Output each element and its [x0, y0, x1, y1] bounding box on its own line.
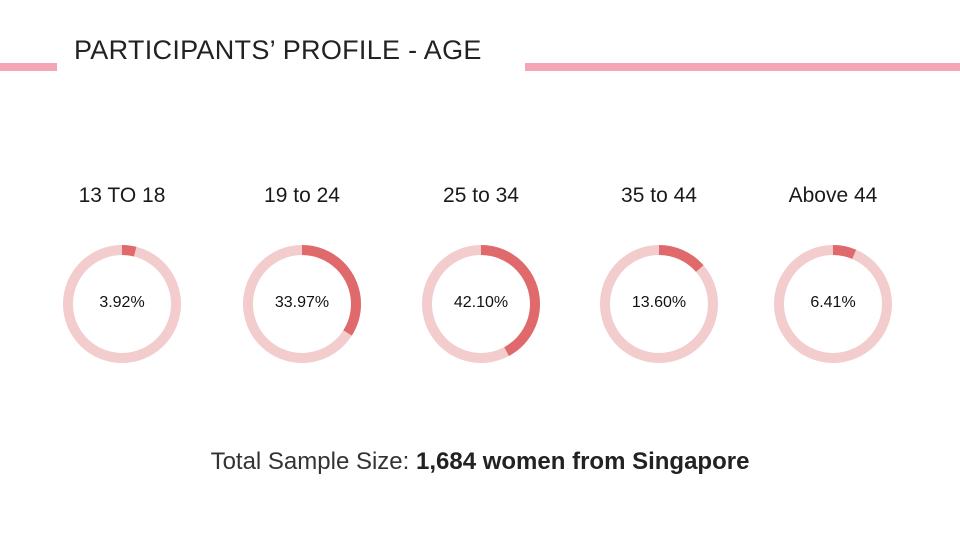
donut-chart-row: 13 TO 18 3.92% 19 to 24 33.97% 25 to 34 42.10…: [54, 184, 901, 372]
category-label: 35 to 44: [621, 184, 697, 207]
category-label: 19 to 24: [264, 184, 340, 207]
right-accent-rule: [525, 63, 960, 71]
donut-svg: [63, 245, 181, 363]
value-label: 6.41%: [810, 294, 856, 311]
donut-svg: [774, 245, 892, 363]
left-accent-rule: [0, 63, 57, 71]
donut-2: [413, 236, 549, 372]
donut-value-arc: [63, 245, 181, 363]
slide-title: PARTICIPANTS’ PROFILE - AGE: [74, 35, 482, 65]
category-label: 13 TO 18: [78, 184, 166, 207]
category-label: 25 to 34: [443, 184, 519, 207]
donut-value-arc: [774, 245, 892, 363]
donut-svg: [243, 245, 361, 363]
donut-1: [234, 236, 370, 372]
sample-size-note: Total Sample Size: 1,684 women from Sing…: [0, 448, 960, 476]
donut-0: [54, 236, 190, 372]
donut-4: [765, 236, 901, 372]
donut-value-arc: [243, 245, 361, 363]
value-label: 13.60%: [631, 294, 687, 311]
category-label: Above 44: [788, 184, 878, 207]
value-label: 42.10%: [453, 294, 509, 311]
value-label: 3.92%: [99, 294, 145, 311]
donut-svg: [422, 245, 540, 363]
sample-size-prefix: Total Sample Size:: [210, 448, 416, 475]
donut-3: [591, 236, 727, 372]
donut-svg: [600, 245, 718, 363]
donut-value-arc: [422, 245, 540, 363]
value-label: 33.97%: [274, 294, 330, 311]
donut-value-arc: [600, 245, 718, 363]
sample-size-value: 1,684 women from Singapore: [416, 448, 750, 475]
